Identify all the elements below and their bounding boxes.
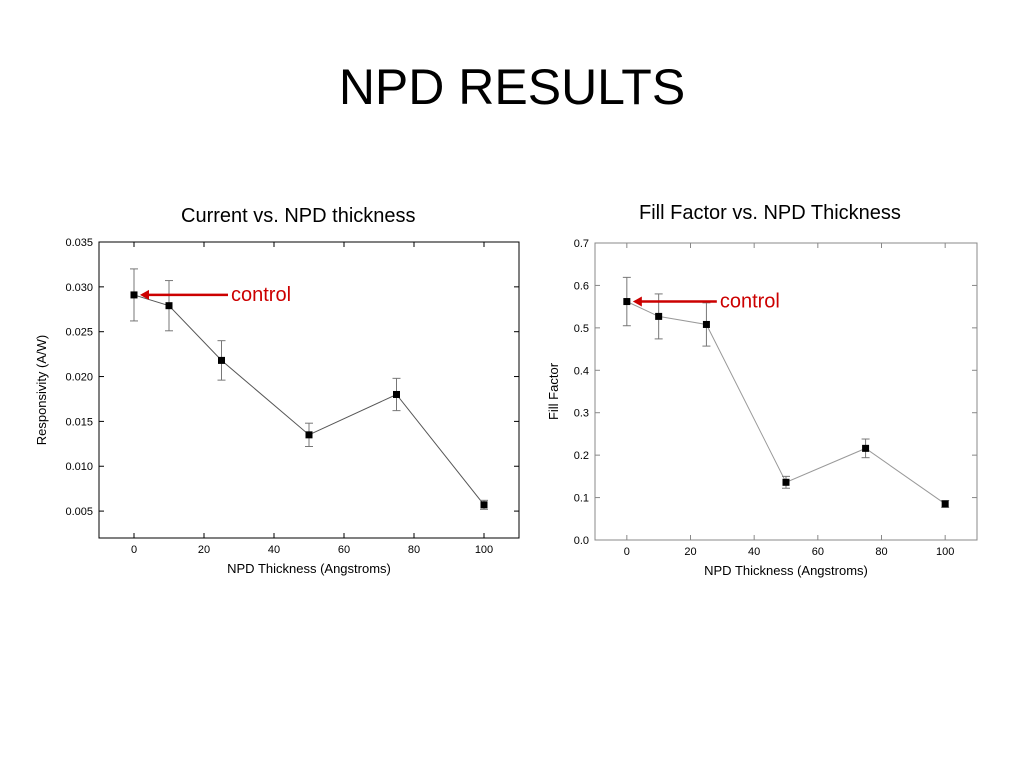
y-tick-label: 0.3 [574, 408, 589, 420]
y-tick-label: 0.0 [574, 535, 589, 547]
control-annotation: control [231, 284, 291, 306]
y-tick-label: 0.1 [574, 493, 589, 505]
y-tick-label: 0.2 [574, 450, 589, 462]
series-line [626, 301, 946, 505]
data-point [702, 320, 710, 328]
x-tick-label: 20 [198, 544, 210, 556]
y-tick-label: 0.030 [65, 282, 93, 294]
control-arrow-head [632, 296, 642, 307]
x-tick-label: 40 [268, 544, 280, 556]
data-point [165, 302, 173, 310]
data-point [130, 291, 138, 299]
x-tick-label: 80 [875, 546, 887, 558]
data-point [218, 356, 225, 364]
x-tick-label: 0 [131, 544, 137, 556]
y-tick-label: 0.010 [65, 461, 93, 473]
series-line [133, 294, 485, 506]
plot-frame [594, 242, 978, 541]
data-point [941, 500, 949, 508]
y-tick-label: 0.6 [574, 280, 589, 292]
x-tick-label: 60 [338, 544, 350, 556]
control-annotation: control [720, 291, 780, 313]
data-point [305, 431, 313, 439]
x-tick-label: 100 [936, 546, 954, 558]
x-tick-label: 100 [475, 544, 493, 556]
y-tick-label: 0.020 [65, 372, 93, 384]
data-point [782, 478, 790, 486]
plot-frame [98, 241, 520, 539]
x-tick-label: 60 [812, 546, 824, 558]
x-tick-label: 80 [408, 544, 420, 556]
x-axis-label: NPD Thickness (Angstroms) [704, 563, 868, 578]
y-tick-label: 0.005 [65, 506, 93, 518]
y-tick-label: 0.7 [574, 238, 589, 250]
control-arrow-head [140, 289, 149, 300]
y-tick-label: 0.5 [574, 323, 589, 335]
y-axis-label: Responsivity (A/W) [34, 335, 49, 446]
data-point [393, 390, 400, 398]
x-tick-label: 40 [748, 546, 760, 558]
y-tick-label: 0.015 [65, 416, 93, 428]
chart-title-fill-factor: Fill Factor vs. NPD Thickness [639, 202, 901, 224]
x-axis-label: NPD Thickness (Angstroms) [227, 561, 391, 576]
y-tick-label: 0.4 [574, 365, 589, 377]
data-point [862, 444, 870, 452]
y-tick-label: 0.025 [65, 327, 93, 339]
chart-title-responsivity: Current vs. NPD thickness [181, 205, 416, 227]
data-point [655, 312, 663, 320]
data-point [623, 298, 631, 306]
x-tick-label: 0 [624, 546, 630, 558]
data-point [480, 501, 488, 509]
x-tick-label: 20 [684, 546, 696, 558]
y-axis-label: Fill Factor [546, 362, 561, 420]
slide-title: NPD RESULTS [338, 59, 686, 115]
y-tick-label: 0.035 [65, 237, 93, 249]
